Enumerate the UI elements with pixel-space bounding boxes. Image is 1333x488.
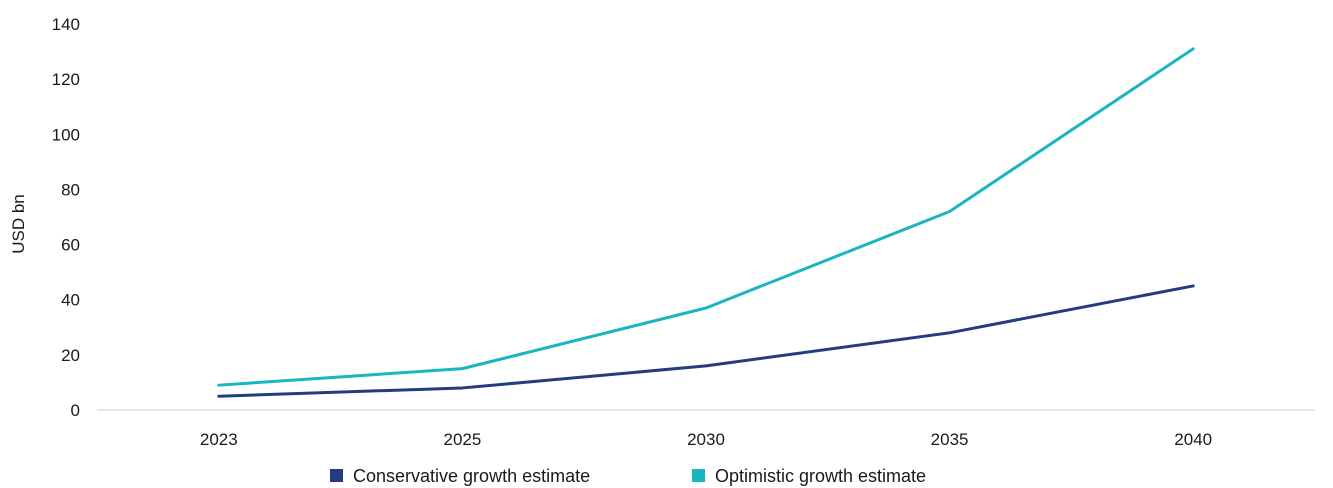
conservative-series-line <box>217 284 1195 398</box>
x-tick-label: 2040 <box>1174 430 1212 449</box>
legend-label: Optimistic growth estimate <box>715 466 926 486</box>
legend-swatch <box>692 469 705 482</box>
legend: Conservative growth estimate Optimistic g… <box>330 466 926 486</box>
y-tick-label: 120 <box>52 70 80 89</box>
y-tick-label: 60 <box>61 236 80 255</box>
y-axis-ticks: 0 20 40 60 80 100 120 140 <box>52 15 80 420</box>
x-tick-label: 2035 <box>931 430 969 449</box>
y-tick-label: 20 <box>61 346 80 365</box>
y-axis-label-group: USD bn <box>9 194 28 254</box>
x-tick-label: 2030 <box>687 430 725 449</box>
legend-label: Conservative growth estimate <box>353 466 590 486</box>
x-tick-label: 2025 <box>443 430 481 449</box>
y-tick-label: 0 <box>71 401 80 420</box>
optimistic-series-line <box>217 47 1195 387</box>
x-tick-label: 2023 <box>200 430 238 449</box>
y-tick-label: 80 <box>61 180 80 199</box>
legend-swatch <box>330 469 343 482</box>
y-tick-label: 140 <box>52 15 80 34</box>
x-axis-ticks: 2023 2025 2030 2035 2040 <box>200 430 1212 449</box>
y-tick-label: 40 <box>61 291 80 310</box>
y-tick-label: 100 <box>52 125 80 144</box>
y-axis-label: USD bn <box>9 194 28 254</box>
series-lines <box>217 47 1195 398</box>
